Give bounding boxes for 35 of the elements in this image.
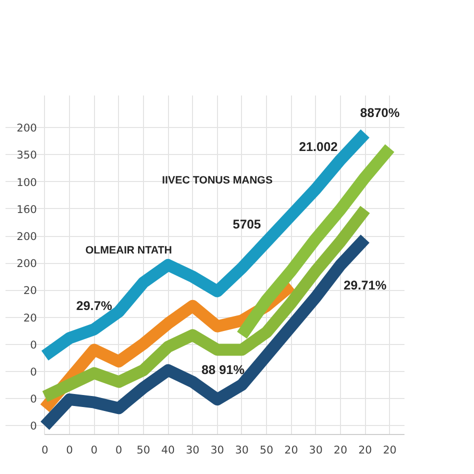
annotation: 100 — [16, 176, 38, 189]
x-tick-label: 50 — [260, 444, 274, 456]
annotation: 200 — [16, 122, 38, 135]
annotation: 5705 — [232, 218, 261, 232]
annotation: 88 91% — [202, 363, 244, 378]
annotation: 29.7% — [76, 298, 112, 313]
text: 8870% — [360, 106, 400, 120]
annotation: 20 — [23, 284, 38, 298]
x-tick-label: 0 — [90, 444, 98, 456]
annotation: 20 — [23, 311, 38, 324]
x-tick-label: 20 — [358, 444, 372, 456]
x-tick-label: 30 — [186, 444, 200, 456]
x-tick-label: 20 — [284, 444, 298, 456]
x-tick-label: 30 — [309, 444, 323, 456]
x-tick-label: 50 — [136, 444, 150, 456]
x-tick-label: 30 — [210, 444, 224, 456]
annotation: IIVEC TONUS MANGS — [162, 174, 273, 186]
annotation: 0 — [30, 392, 38, 406]
annotation: 200 — [16, 257, 38, 270]
x-tick-label: 20 — [334, 444, 348, 456]
x-tick-label: 0 — [66, 444, 74, 456]
annotation: 0 — [30, 420, 38, 433]
annotation: 21.002 — [298, 140, 338, 154]
annotation: 160 — [16, 202, 38, 216]
annotation: 200 — [16, 230, 38, 244]
annotation: 0 — [30, 366, 38, 379]
annotation: OLMEAIR NTATH — [85, 244, 172, 256]
x-tick-label: 30 — [235, 444, 249, 456]
annotation: 350 — [16, 148, 38, 162]
x-tick-label: 40 — [161, 444, 176, 456]
x-tick-label: 0 — [42, 444, 49, 456]
annotation: 0 — [30, 338, 38, 352]
x-tick-label: 20 — [382, 444, 397, 456]
x-tick-label: 0 — [115, 444, 122, 456]
annotation: 29.71% — [344, 278, 387, 292]
